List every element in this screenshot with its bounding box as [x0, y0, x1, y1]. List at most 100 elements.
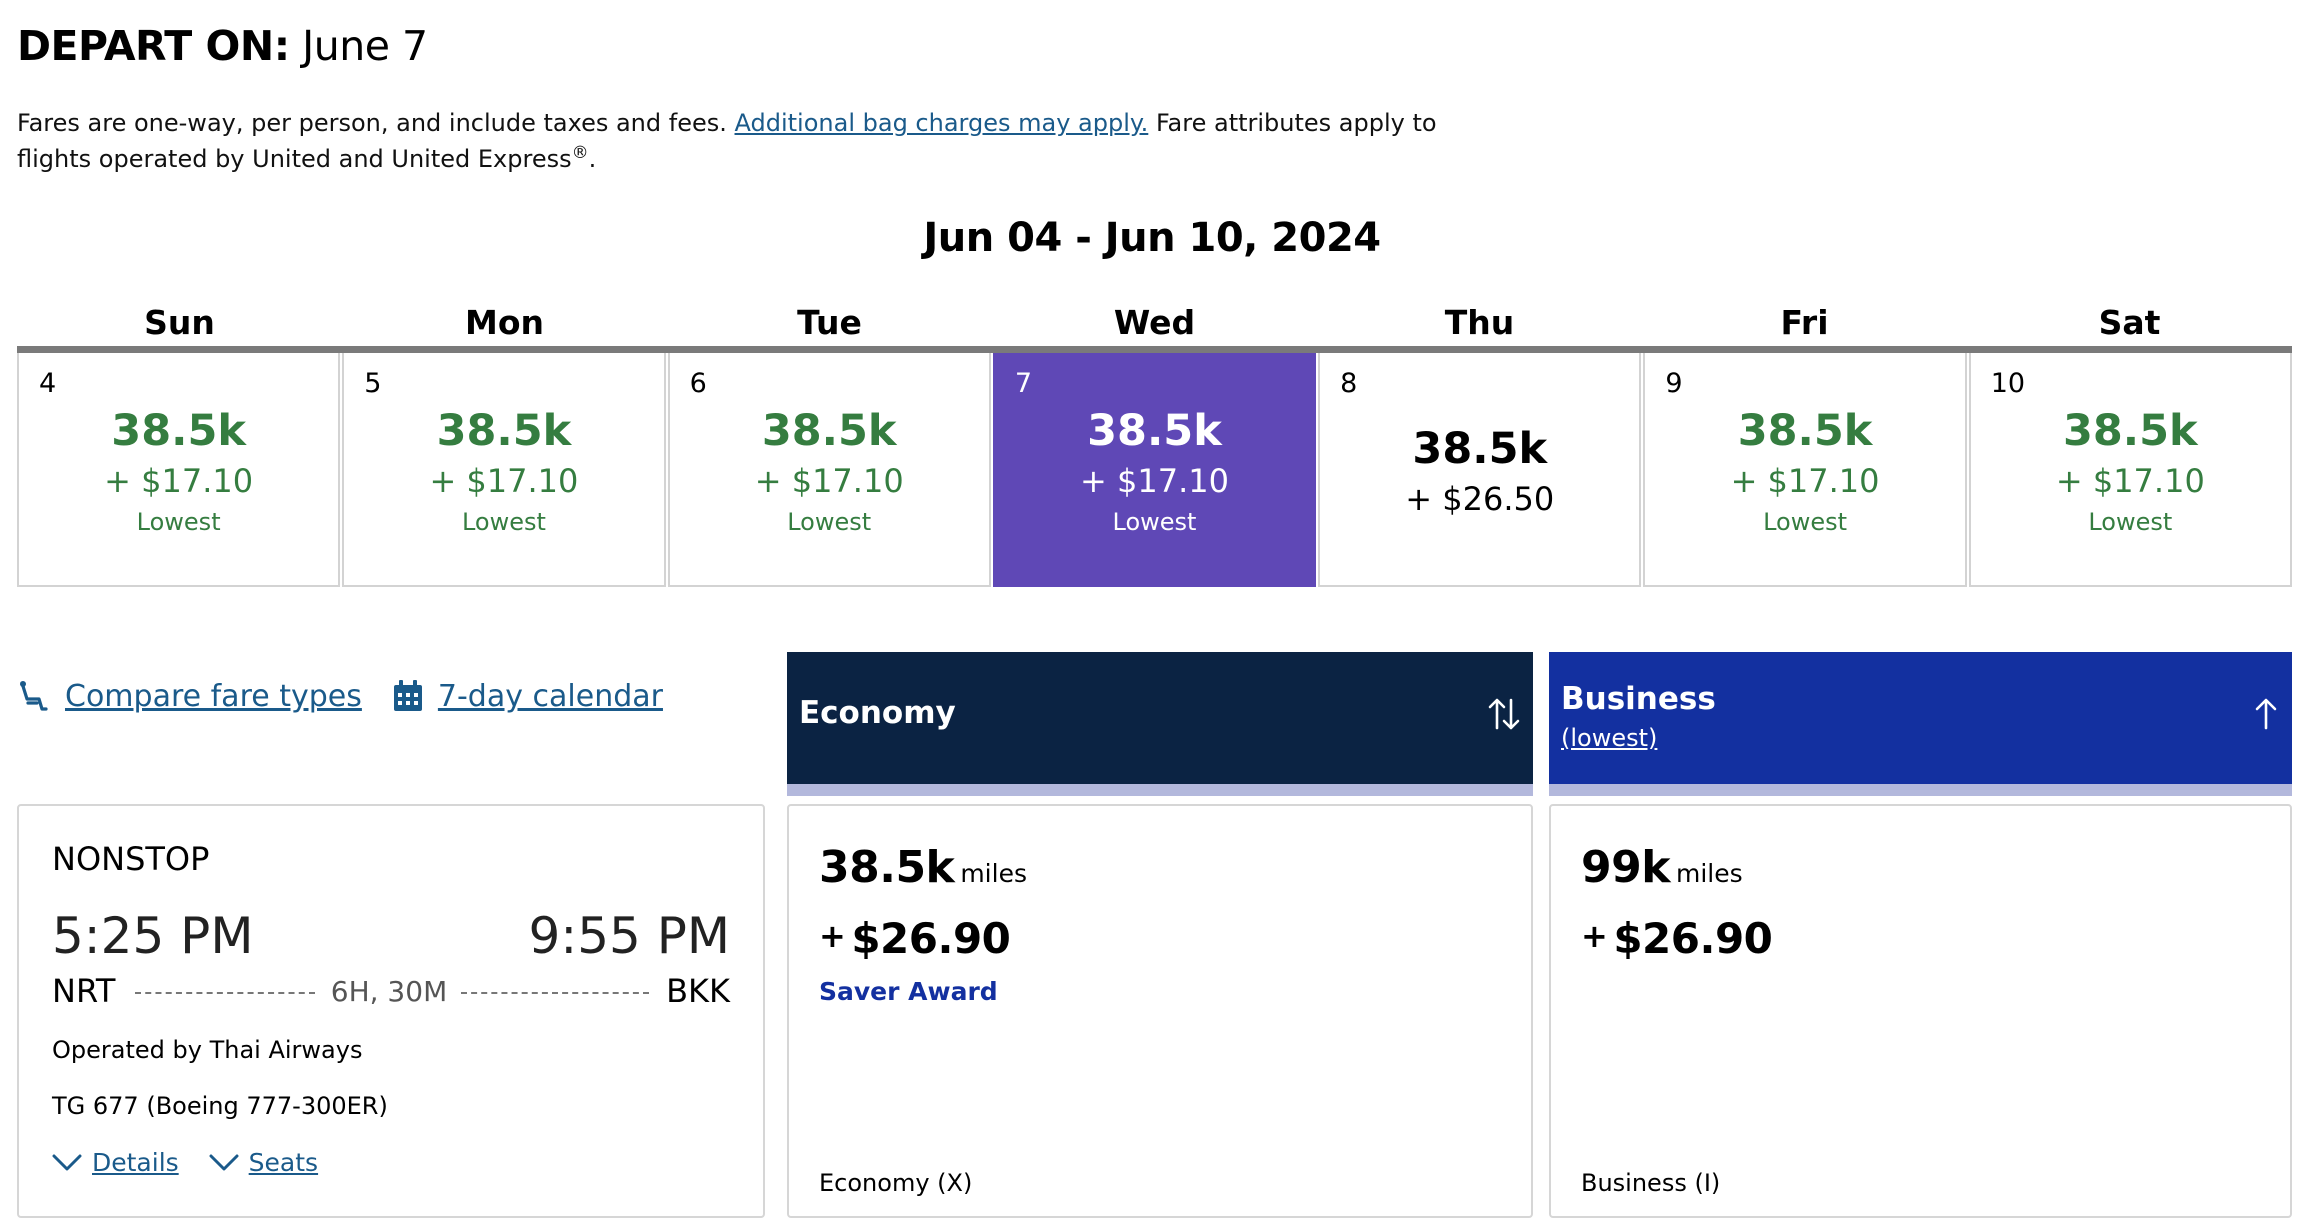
origin-airport: NRT [52, 972, 116, 1010]
calendar-day-cell[interactable]: 6 38.5k + $17.10 Lowest [667, 353, 991, 587]
arrival-time: 9:55 PM [528, 907, 730, 965]
economy-tax: + $26.90 [819, 908, 1011, 967]
day-number: 10 [1990, 368, 2026, 399]
saver-award-label: Saver Award [819, 977, 998, 1006]
seats-label: Seats [248, 1148, 319, 1177]
weekday-tue: Tue [797, 303, 862, 342]
miles-unit: miles [960, 859, 1027, 888]
day-tax: + $26.50 [1405, 480, 1555, 518]
business-title: Business [1561, 681, 1716, 717]
day-number: 6 [689, 368, 707, 399]
day-miles: 38.5k [1087, 406, 1222, 456]
sort-toggle[interactable] [1487, 696, 1521, 736]
business-tax-value: $26.90 [1613, 914, 1773, 963]
day-miles: 38.5k [761, 406, 897, 456]
economy-fare-option[interactable]: 38.5k miles + $26.90 Saver Award Economy (… [787, 804, 1533, 1218]
weekday-sat: Sat [2098, 303, 2161, 342]
calendar-day-cell[interactable]: 9 38.5k + $17.10 Lowest [1643, 353, 1967, 587]
day-miles: 38.5k [2062, 406, 2198, 456]
miles-unit: miles [1676, 859, 1743, 888]
compare-fare-types-link[interactable]: Compare fare types [17, 679, 362, 714]
day-tax: + $17.10 [754, 462, 904, 500]
calendar-day-cell[interactable]: 10 38.5k + $17.10 Lowest [1968, 353, 2292, 587]
day-tax: + $17.10 [429, 462, 579, 500]
day-tax: + $17.10 [104, 462, 254, 500]
business-column-header[interactable]: Business (lowest) [1549, 652, 2292, 796]
seats-toggle[interactable]: Seats [209, 1148, 318, 1177]
business-lowest-link[interactable]: (lowest) [1561, 724, 1658, 752]
economy-miles: 38.5k miles [819, 840, 1027, 905]
weekday-sun: Sun [144, 303, 215, 342]
business-fare-option[interactable]: 99k miles + $26.90 Business (I) [1549, 804, 2292, 1218]
economy-fare-class: Economy (X) [819, 1169, 973, 1197]
calendar-range-title: Jun 04 - Jun 10, 2024 [923, 215, 1381, 261]
calendar-icon [393, 680, 422, 711]
economy-title: Economy [799, 695, 956, 731]
day-number: 4 [39, 368, 57, 399]
arrow-up-icon [2255, 698, 2277, 730]
day-lowest-label: Lowest [1763, 508, 1848, 536]
header-strip [1549, 784, 2292, 796]
flight-duration: 6H, 30M [330, 975, 448, 1008]
weekday-headers: Sun Mon Tue Wed Thu Fri Sat [17, 300, 2292, 345]
fare-note-end: . [588, 145, 597, 173]
calendar-day-cell[interactable]: 4 38.5k + $17.10 Lowest [17, 353, 341, 587]
route-line-right [461, 992, 649, 994]
calendar-day-cell[interactable]: 8 38.5k + $26.50 [1318, 353, 1642, 587]
registered-mark: ® [571, 143, 589, 163]
weekday-thu: Thu [1444, 303, 1515, 342]
fare-note-attributes: Fare attributes apply to flights operate… [17, 109, 1437, 173]
fare-note-text: Fares are one-way, per person, and inclu… [17, 109, 727, 137]
route-line-left [135, 992, 315, 994]
day-lowest-label: Lowest [136, 508, 221, 536]
seat-icon [20, 681, 48, 711]
sort-icon [1488, 698, 1520, 730]
departure-time: 5:25 PM [52, 907, 254, 965]
fare-tools: Compare fare types 7-day calendar [17, 676, 693, 716]
day-tax: + $17.10 [1080, 462, 1229, 500]
weekday-mon: Mon [464, 303, 544, 342]
day-miles: 38.5k [1412, 424, 1548, 474]
stops-label: NONSTOP [52, 840, 210, 878]
operated-by: Operated by Thai Airways [52, 1036, 363, 1064]
day-number: 5 [364, 368, 382, 399]
chevron-down-icon [52, 1154, 82, 1170]
day-tax: + $17.10 [2055, 462, 2205, 500]
day-lowest-label: Lowest [787, 508, 872, 536]
day-lowest-label: Lowest [461, 508, 546, 536]
sort-ascending[interactable] [2252, 696, 2280, 736]
calendar-day-cell[interactable]: 5 38.5k + $17.10 Lowest [342, 353, 666, 587]
destination-airport: BKK [666, 972, 730, 1010]
details-label: Details [92, 1148, 179, 1177]
day-tax: + $17.10 [1730, 462, 1880, 500]
seven-day-calendar-link[interactable]: 7-day calendar [392, 679, 663, 714]
economy-miles-value: 38.5k [819, 842, 955, 893]
business-miles: 99k miles [1581, 840, 1743, 905]
bag-charges-link[interactable]: Additional bag charges may apply. [734, 109, 1149, 137]
day-miles: 38.5k [1737, 406, 1873, 456]
fare-note: Fares are one-way, per person, and inclu… [17, 105, 1457, 177]
calendar-divider [17, 346, 2292, 353]
calendar-day-cell-selected[interactable]: 7 38.5k + $17.10 Lowest [992, 353, 1317, 587]
page-title: DEPART ON: June 7 [17, 18, 428, 74]
header-strip [787, 784, 1533, 796]
depart-date: June 7 [302, 22, 428, 70]
business-fare-class: Business (I) [1581, 1169, 1721, 1197]
calendar-grid: 4 38.5k + $17.10 Lowest 5 38.5k + $17.10… [17, 353, 2292, 587]
day-lowest-label: Lowest [2088, 508, 2173, 536]
day-number: 7 [1014, 368, 1033, 399]
weekday-wed: Wed [1113, 303, 1196, 342]
day-number: 9 [1665, 368, 1683, 399]
plus-sign: + [1581, 917, 1608, 955]
day-miles: 38.5k [436, 406, 572, 456]
flight-card[interactable]: NONSTOP 5:25 PM 9:55 PM NRT 6H, 30M BKK … [17, 804, 765, 1218]
business-tax: + $26.90 [1581, 908, 1773, 967]
chevron-down-icon [209, 1154, 239, 1170]
economy-tax-value: $26.90 [851, 914, 1011, 963]
weekday-fri: Fri [1780, 303, 1829, 342]
seven-day-calendar-label: 7-day calendar [437, 678, 663, 714]
flight-number: TG 677 (Boeing 777-300ER) [52, 1092, 388, 1120]
day-number: 8 [1340, 368, 1358, 399]
details-toggle[interactable]: Details [52, 1148, 179, 1177]
economy-column-header[interactable]: Economy [787, 652, 1533, 796]
